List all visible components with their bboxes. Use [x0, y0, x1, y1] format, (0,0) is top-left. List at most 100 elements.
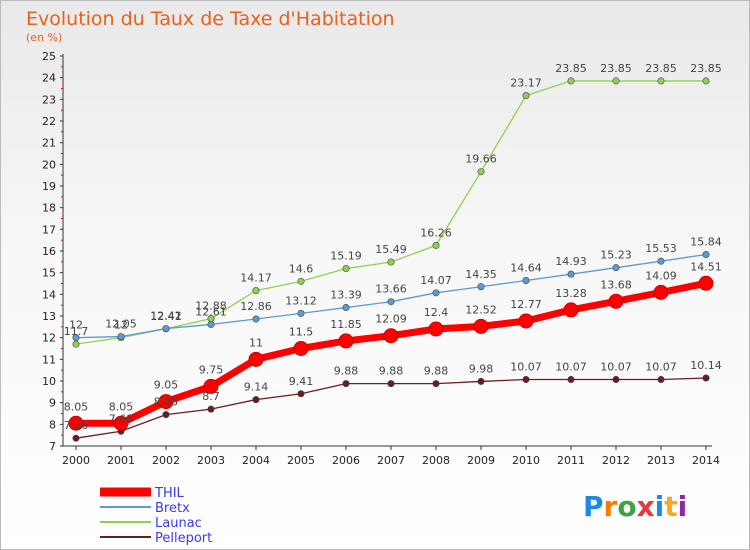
x-tick-label: 2006: [332, 454, 360, 467]
data-label-thil: 12.09: [375, 313, 407, 326]
data-point-bretx: [702, 250, 710, 258]
legend-label-bretx: Bretx: [155, 501, 190, 516]
x-tick-label: 2014: [692, 454, 720, 467]
x-tick-label: 2012: [602, 454, 630, 467]
data-label-bretx: 12.86: [240, 300, 272, 313]
logo-letter: P: [583, 490, 604, 523]
x-tick-label: 2009: [467, 454, 495, 467]
data-point-thil: [473, 318, 489, 334]
data-label-pelleport: 7.36: [64, 419, 89, 432]
data-label-pelleport: 9.88: [424, 365, 449, 378]
data-label-pelleport: 9.41: [289, 375, 314, 388]
data-point-thil: [158, 394, 174, 410]
y-tick-label: 14: [42, 288, 56, 301]
y-tick-label: 19: [42, 180, 56, 193]
data-point-launac: [252, 287, 260, 295]
data-point-launac: [432, 241, 440, 249]
data-label-pelleport: 10.07: [510, 360, 542, 373]
data-point-bretx: [207, 320, 215, 328]
x-tick-label: 2007: [377, 454, 405, 467]
data-point-thil: [203, 378, 219, 394]
data-label-thil: 11: [249, 336, 263, 349]
series-layer: [68, 77, 714, 442]
logo-letter: x: [637, 490, 655, 523]
data-label-pelleport: 10.07: [645, 360, 677, 373]
data-label-bretx: 15.84: [690, 235, 722, 248]
x-tick-label: 2011: [557, 454, 585, 467]
data-point-pelleport: [252, 396, 260, 404]
data-point-bretx: [117, 333, 125, 341]
data-label-pelleport: 10.07: [600, 360, 632, 373]
data-label-bretx: 14.64: [510, 261, 542, 274]
data-label-thil: 14.51: [690, 260, 722, 273]
y-tick-label: 10: [42, 375, 56, 388]
data-point-launac: [567, 77, 575, 85]
data-point-pelleport: [432, 380, 440, 388]
y-tick-label: 12: [42, 332, 56, 345]
data-point-bretx: [432, 289, 440, 297]
data-label-launac: 23.17: [510, 77, 542, 90]
data-point-pelleport: [477, 377, 485, 385]
data-label-bretx: 13.12: [285, 294, 317, 307]
data-label-launac: 19.66: [465, 153, 497, 166]
data-point-launac: [297, 277, 305, 285]
data-label-thil: 12.52: [465, 303, 497, 316]
data-point-bretx: [297, 309, 305, 317]
data-point-bretx: [477, 283, 485, 291]
proxiti-logo: Proxiti: [583, 490, 687, 523]
data-label-thil: 12.4: [424, 306, 449, 319]
x-tick-label: 2002: [152, 454, 180, 467]
y-tick-label: 20: [42, 158, 56, 171]
data-label-bretx: 12.61: [195, 305, 227, 318]
data-label-launac: 14.17: [240, 272, 272, 285]
data-label-launac: 14.6: [289, 262, 314, 275]
logo-letter: o: [617, 490, 636, 523]
data-point-pelleport: [342, 380, 350, 388]
y-tick-label: 8: [49, 418, 56, 431]
logo-letter: i: [678, 490, 688, 523]
legend-label-thil: THIL: [154, 486, 185, 501]
data-label-pelleport: 8.45: [154, 396, 179, 409]
data-label-launac: 15.49: [375, 243, 407, 256]
data-point-pelleport: [387, 380, 395, 388]
data-labels: 7.36 7.68 8.45 8.7 9.14 9.41 9.88 9.88 9.88 9.98 1…: [64, 62, 722, 432]
data-label-bretx: 14.07: [420, 274, 452, 287]
data-label-bretx: 12.42: [150, 310, 182, 323]
data-label-pelleport: 8.7: [202, 390, 220, 403]
data-point-bretx: [387, 298, 395, 306]
data-label-launac: 11.7: [64, 325, 89, 338]
data-label-pelleport: 10.07: [555, 360, 587, 373]
data-point-bretx: [72, 334, 80, 342]
data-point-bretx: [522, 276, 530, 284]
data-point-thil: [518, 313, 534, 329]
data-point-pelleport: [522, 375, 530, 383]
chart-title: Evolution du Taux de Taxe d'Habitation: [26, 8, 395, 30]
y-axis-ticks: 7 8 9 10 11 12 13 14 15 16 17 18 19 20 21 22 23 24 25: [42, 50, 63, 453]
data-label-bretx: 12.05: [105, 318, 137, 331]
data-label-launac: 15.19: [330, 250, 362, 263]
data-label-bretx: 15.53: [645, 242, 677, 255]
data-label-thil: 8.05: [64, 400, 89, 413]
data-label-thil: 13.28: [555, 287, 587, 300]
data-label-launac: 12.88: [195, 300, 227, 313]
data-label-bretx: 12: [69, 319, 83, 332]
data-point-bretx: [252, 315, 260, 323]
logo-letter: r: [604, 490, 618, 523]
data-label-thil: 9.75: [199, 363, 224, 376]
data-point-thil: [608, 293, 624, 309]
x-tick-label: 2010: [512, 454, 540, 467]
data-label-launac: 12: [114, 319, 128, 332]
data-point-pelleport: [72, 434, 80, 442]
data-point-launac: [657, 77, 665, 85]
data-label-launac: 23.85: [555, 62, 587, 75]
data-label-bretx: 15.23: [600, 249, 632, 262]
data-point-thil: [113, 415, 129, 431]
data-point-pelleport: [162, 411, 170, 419]
x-tick-label: 2008: [422, 454, 450, 467]
data-label-thil: 11.85: [330, 318, 362, 331]
data-point-launac: [387, 258, 395, 266]
data-label-thil: 14.09: [645, 269, 677, 282]
data-label-launac: 23.85: [645, 62, 677, 75]
data-label-bretx: 13.39: [330, 289, 362, 302]
